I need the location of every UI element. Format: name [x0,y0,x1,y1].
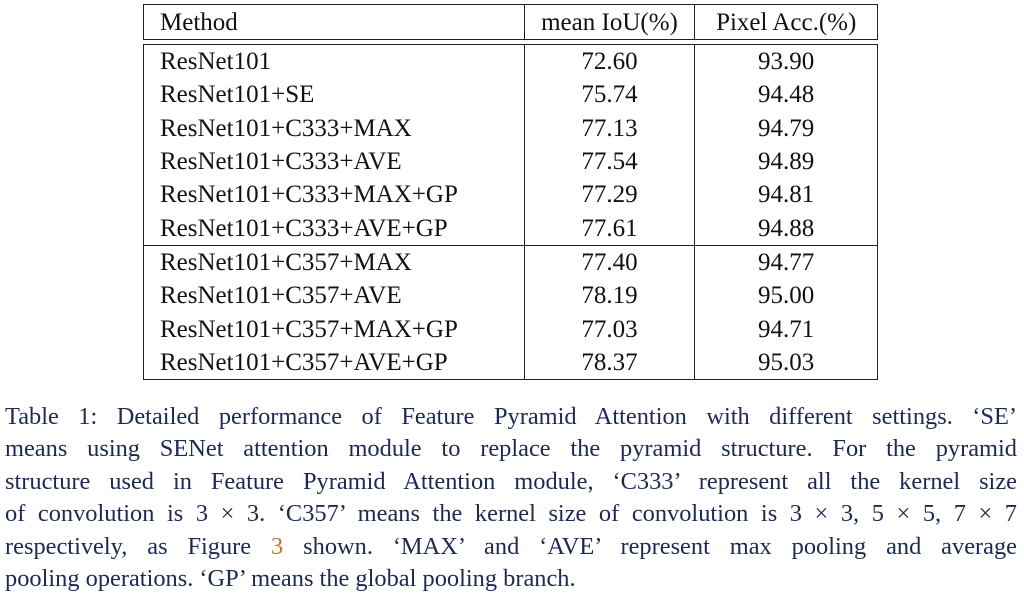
pacc-cell: 94.81 [694,178,878,212]
miou-cell: 77.61 [523,211,696,246]
results-table-container: Method mean IoU(%) Pixel Acc.(%) ResNet1… [143,4,878,380]
pacc-cell: 95.03 [694,345,878,380]
table-header-row: Method mean IoU(%) Pixel Acc.(%) [143,4,878,40]
miou-cell: 77.03 [523,312,696,346]
table-row: ResNet101+C333+AVE+GP 77.61 94.88 [143,211,878,246]
results-table: Method mean IoU(%) Pixel Acc.(%) ResNet1… [143,4,878,380]
method-cell: ResNet101+C333+AVE [143,144,525,179]
table-row: ResNet101 72.60 93.90 [143,44,878,79]
caption-text: shown. ‘MAX’ and ‘AVE’ represent max poo… [283,532,1017,560]
figure-reference-link[interactable]: 3 [271,532,284,560]
method-cell: ResNet101+C333+AVE+GP [143,211,525,246]
method-cell: ResNet101+C357+AVE [143,279,525,313]
table-row: ResNet101+C333+MAX 77.13 94.79 [143,111,878,145]
caption-line: Table 1: Detailed performance of Feature… [5,403,1017,430]
method-cell: ResNet101+C357+MAX+GP [143,312,525,346]
miou-cell: 77.13 [523,111,696,145]
method-cell: ResNet101+C333+MAX [143,111,525,145]
method-cell: ResNet101+C357+AVE+GP [143,345,525,380]
header-pixel-acc: Pixel Acc.(%) [694,4,878,40]
pacc-cell: 94.48 [694,78,878,112]
miou-cell: 77.54 [523,144,696,179]
pacc-cell: 94.77 [694,244,878,280]
method-cell: ResNet101+C357+MAX [143,244,525,280]
table-row: ResNet101+C333+AVE 77.54 94.89 [143,144,878,179]
pacc-cell: 95.00 [694,279,878,313]
miou-cell: 77.29 [523,178,696,212]
caption-line: of convolution is 3 × 3. ‘C357’ means th… [5,500,1017,528]
pacc-cell: 94.89 [694,144,878,179]
method-cell: ResNet101 [143,44,525,79]
table-row: ResNet101+C357+AVE+GP 78.37 95.03 [143,345,878,380]
pacc-cell: 94.71 [694,312,878,346]
caption-line: structure used in Feature Pyramid Attent… [5,467,1017,495]
pacc-cell: 94.88 [694,211,878,246]
table-caption: Table 1: Detailed performance of Feature… [5,401,1017,595]
caption-line: pooling operations. ‘GP’ means the globa… [5,565,576,593]
table-row: ResNet101+C357+MAX+GP 77.03 94.71 [143,312,878,346]
pacc-cell: 94.79 [694,111,878,145]
method-cell: ResNet101+C333+MAX+GP [143,178,525,212]
miou-cell: 77.40 [523,244,696,280]
miou-cell: 75.74 [523,78,696,112]
miou-cell: 78.19 [523,279,696,313]
header-mean-iou: mean IoU(%) [523,4,696,40]
miou-cell: 78.37 [523,345,696,380]
miou-cell: 72.60 [523,44,696,79]
header-method: Method [143,4,525,40]
table-row: ResNet101+C357+MAX 77.40 94.77 [143,244,878,280]
caption-text: respectively, as Figure [5,532,272,560]
method-cell: ResNet101+SE [143,78,525,112]
table-row: ResNet101+SE 75.74 94.48 [143,78,878,112]
pacc-cell: 93.90 [694,44,878,79]
table-row: ResNet101+C357+AVE 78.19 95.00 [143,279,878,313]
caption-line: means using SENet attention module to re… [5,435,1017,463]
table-row: ResNet101+C333+MAX+GP 77.29 94.81 [143,178,878,212]
caption-line: respectively, as Figure 3 shown. ‘MAX’ a… [5,531,1017,563]
